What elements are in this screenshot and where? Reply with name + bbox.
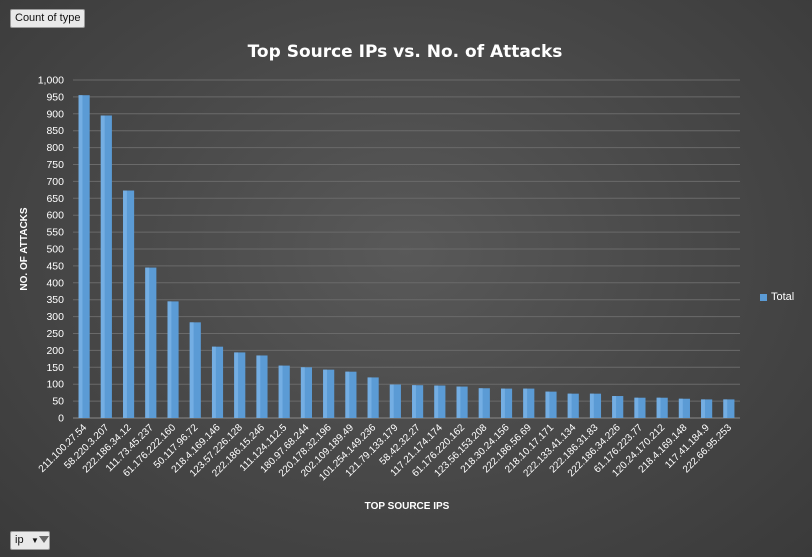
ip-filter-button[interactable]: ip ▼ — [10, 531, 50, 550]
y-tick-label: 1,000 — [38, 75, 64, 87]
bar — [701, 399, 713, 418]
ip-filter-label: ip — [15, 534, 24, 546]
grid-lines — [73, 79, 740, 419]
bar-highlight — [523, 388, 528, 418]
bar-highlight — [189, 322, 194, 418]
filter-funnel-icon — [39, 536, 49, 543]
bar — [545, 391, 557, 418]
bar-highlight — [656, 397, 661, 418]
bar — [478, 388, 490, 418]
bar-highlight — [78, 95, 83, 419]
bars — [78, 95, 735, 419]
x-axis-title: TOP SOURCE IPS — [365, 501, 450, 512]
bar — [211, 346, 224, 418]
bar — [500, 388, 513, 418]
bar-highlight — [100, 115, 105, 419]
bar-highlight — [234, 352, 239, 418]
x-axis-ticks: 211.100.27.5458.220.3.207222.186.34.1211… — [37, 422, 735, 483]
bar-highlight — [389, 384, 394, 418]
bar — [434, 385, 446, 418]
legend-swatch-total — [760, 293, 767, 301]
y-tick-label: 0 — [58, 413, 64, 425]
bar — [234, 352, 246, 418]
bar-highlight — [500, 388, 505, 418]
count-of-type-field-button[interactable]: Count of type — [10, 9, 86, 28]
bar — [145, 267, 157, 418]
y-tick-label: 800 — [46, 142, 64, 154]
bar-highlight — [145, 267, 150, 418]
y-tick-label: 250 — [46, 328, 64, 340]
chart-title: Top Source IPs vs. No. of Attacks — [248, 42, 563, 62]
bar — [189, 322, 201, 418]
bar-highlight — [211, 346, 216, 418]
bar-highlight — [723, 399, 728, 418]
y-tick-label: 750 — [46, 159, 64, 171]
bar-highlight — [345, 371, 350, 418]
bar-highlight — [478, 388, 483, 418]
y-tick-label: 500 — [46, 244, 64, 256]
bar-highlight — [434, 385, 439, 418]
bar — [100, 115, 112, 419]
bar — [412, 385, 424, 418]
bar — [256, 355, 268, 418]
bar-highlight — [567, 393, 572, 418]
bar-highlight — [545, 391, 550, 418]
y-tick-label: 200 — [46, 345, 64, 357]
bar-highlight — [367, 377, 372, 418]
bar — [589, 393, 602, 418]
bar — [612, 396, 624, 418]
bar-highlight — [278, 365, 283, 418]
legend: Total — [760, 291, 794, 303]
y-tick-label: 550 — [46, 227, 64, 239]
y-tick-label: 700 — [46, 176, 64, 188]
bar — [367, 377, 379, 418]
bar — [323, 369, 335, 418]
dropdown-arrow-icon: ▼ — [31, 536, 39, 545]
y-tick-label: 450 — [46, 260, 64, 272]
y-tick-label: 300 — [46, 311, 64, 323]
bar — [456, 386, 468, 418]
y-tick-label: 650 — [46, 193, 64, 205]
bar-highlight — [167, 301, 172, 418]
y-tick-label: 600 — [46, 210, 64, 222]
y-tick-label: 850 — [46, 125, 64, 137]
y-tick-label: 100 — [46, 379, 64, 391]
bar — [123, 190, 135, 418]
y-tick-label: 150 — [46, 362, 64, 374]
bar — [523, 388, 535, 418]
bar-highlight — [701, 399, 705, 418]
bar-highlight — [123, 190, 127, 418]
y-tick-label: 350 — [46, 294, 64, 306]
bar — [278, 365, 290, 418]
bar — [567, 393, 579, 418]
legend-label-total: Total — [771, 291, 795, 303]
y-tick-label: 50 — [52, 396, 64, 408]
bar — [389, 384, 401, 418]
bar-highlight — [678, 398, 683, 418]
bar-highlight — [589, 393, 594, 418]
bar-highlight — [456, 386, 461, 418]
bar-highlight — [612, 396, 617, 418]
bar — [723, 399, 735, 418]
bar — [78, 95, 90, 419]
bar — [300, 367, 313, 418]
bar-highlight — [412, 385, 416, 418]
bar — [345, 371, 357, 418]
bar — [634, 397, 646, 418]
bar-highlight — [256, 355, 261, 418]
bar — [167, 301, 179, 418]
y-tick-label: 900 — [46, 108, 64, 120]
y-axis-title: NO. OF ATTACKS — [19, 207, 30, 290]
y-tick-label: 950 — [46, 91, 64, 103]
bar-highlight — [300, 367, 305, 418]
bar — [678, 398, 690, 418]
y-tick-label: 400 — [46, 277, 64, 289]
y-axis-ticks: 0 50 100 150 200 250 300 350 400 450 500 550 600 650 7… — [38, 75, 64, 425]
bar-highlight — [323, 369, 328, 418]
bar-highlight — [634, 397, 639, 418]
bar — [656, 397, 668, 418]
